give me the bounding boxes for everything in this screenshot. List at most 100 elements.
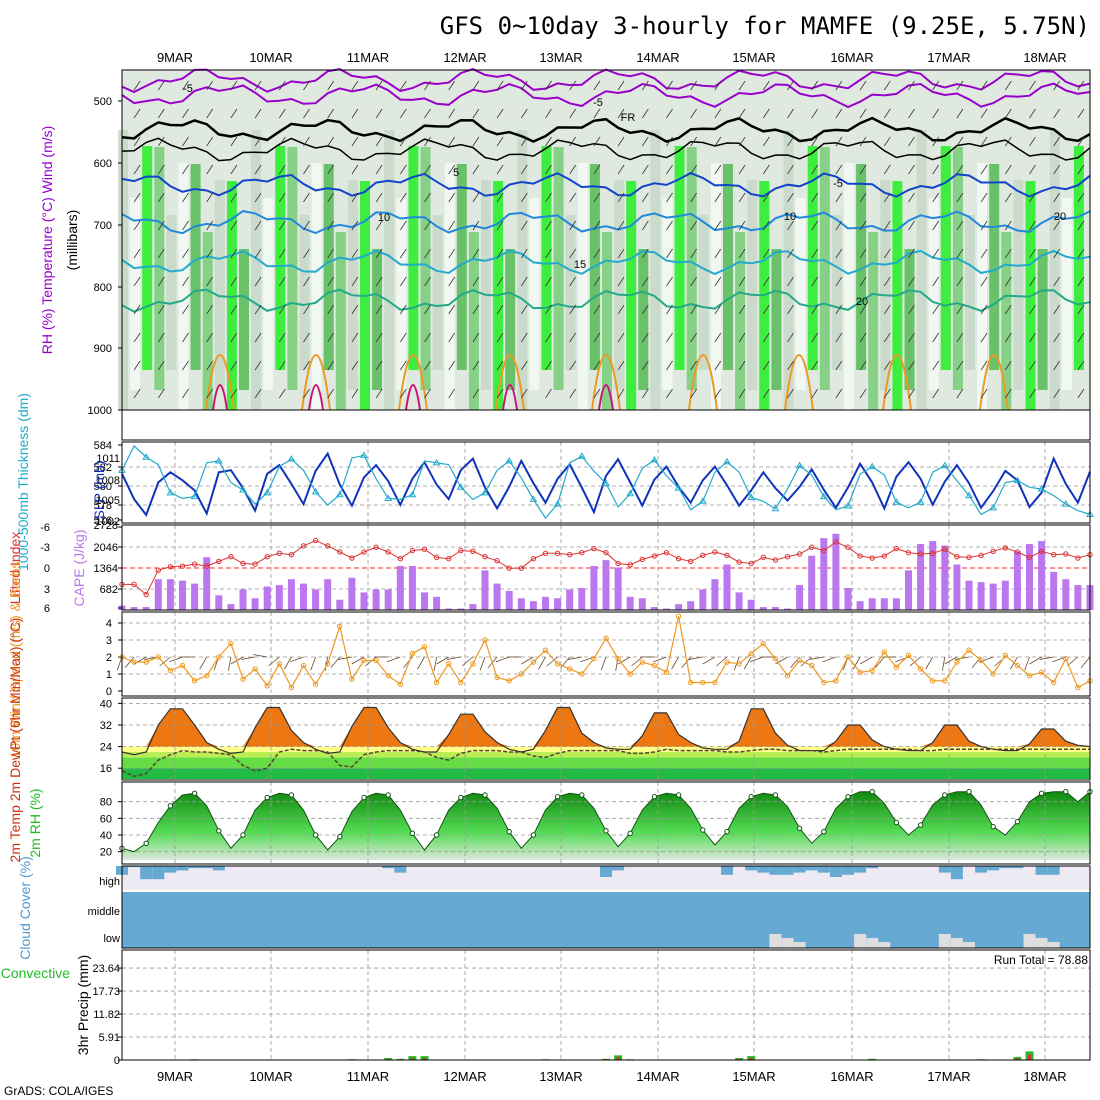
cloud-high-bar	[987, 866, 1000, 871]
wind-barb	[666, 164, 673, 175]
rh-streak	[565, 215, 576, 370]
wind-point	[276, 661, 282, 667]
wind-point	[760, 640, 766, 647]
thickness-point	[360, 451, 368, 458]
wind-ylabel: 10m Wind Speed (m/s) & Barbs	[7, 562, 23, 759]
thickness-point	[819, 492, 828, 500]
wind-barb	[835, 164, 843, 175]
wind-barb	[448, 108, 456, 119]
rh-point	[796, 825, 803, 832]
precip-conv-bar	[616, 1056, 620, 1060]
cape-bar	[868, 598, 876, 610]
wind-barb	[738, 360, 746, 371]
wind-barb	[496, 136, 504, 147]
precip-tick-label: 23.64	[92, 963, 120, 975]
surface-isotherm	[784, 354, 814, 411]
li-point	[470, 548, 476, 554]
cloud-high-bar	[152, 866, 165, 880]
li-point	[942, 546, 948, 552]
li-point	[349, 555, 355, 561]
rh-streak	[710, 163, 721, 410]
wind-barb	[688, 656, 703, 660]
wind-barb	[351, 248, 359, 259]
wind-barb	[714, 80, 722, 91]
wind-barb	[690, 80, 698, 91]
wind-barb	[399, 136, 407, 147]
date-tick-label: 13MAR	[539, 1069, 582, 1084]
wind-barb	[787, 220, 794, 231]
rh-point	[409, 830, 416, 837]
wind-barb	[133, 276, 141, 287]
rh-streak	[408, 146, 419, 370]
thickness-point	[577, 452, 586, 459]
rh-streak	[178, 163, 189, 410]
precip-panel: 23.64 17.73 11.82 5.91 0 3hr Precip (mm) Total…	[0, 949, 1091, 1067]
cape-bar	[1026, 544, 1033, 610]
wind-barb	[375, 304, 383, 315]
wind-barb	[448, 136, 456, 147]
cloud-high-bar	[176, 866, 189, 871]
wind-barb	[811, 388, 819, 399]
wind-barb	[520, 332, 528, 343]
wind-barb	[738, 136, 746, 147]
wind-point	[821, 679, 827, 686]
wind-barb	[133, 80, 141, 91]
wind-barb	[351, 192, 359, 203]
rh-streak	[456, 164, 467, 370]
wind-point	[736, 661, 742, 667]
wind-barb	[908, 276, 915, 287]
cape-bar	[614, 567, 622, 610]
rh-point	[579, 792, 585, 798]
wind-barb	[424, 80, 431, 91]
wind-barb	[182, 248, 189, 259]
wind-barb	[980, 388, 988, 399]
wind-barb	[545, 136, 552, 147]
cape-bar	[820, 538, 828, 610]
wind-barb	[157, 192, 165, 203]
wind-barb	[883, 332, 891, 343]
wind-barb	[1004, 164, 1012, 175]
wind-barb	[641, 388, 649, 399]
wind-barb	[714, 276, 722, 287]
cape-bar	[590, 566, 598, 610]
wind-barb	[133, 136, 141, 147]
li-point	[869, 555, 875, 561]
wind-barb	[1029, 656, 1042, 665]
cloud-high-bar	[394, 866, 407, 873]
li-point	[216, 558, 222, 565]
rh-streak	[505, 249, 516, 390]
cape-bar	[166, 579, 174, 610]
thickness-point	[529, 495, 538, 502]
wind-point	[397, 681, 403, 687]
wind-barb	[351, 136, 359, 147]
wind-barb	[1004, 192, 1012, 203]
li-point	[494, 558, 500, 564]
contour-label: 5	[453, 167, 459, 179]
wind-barb	[424, 108, 431, 119]
profile-contour	[121, 82, 1091, 109]
rh-point	[191, 790, 198, 797]
cape-bar	[917, 544, 925, 610]
rh-point	[264, 794, 270, 801]
wind-barb	[206, 248, 214, 259]
rh-streak	[541, 146, 552, 370]
cape-bar	[275, 585, 283, 610]
li-point	[300, 543, 307, 549]
wind-barb	[690, 108, 698, 119]
wind-barb	[472, 304, 480, 315]
li-point	[337, 549, 343, 555]
wind-barb	[666, 108, 673, 119]
wind-barb	[303, 248, 310, 259]
wind-barb	[569, 276, 577, 287]
wind-barb	[716, 656, 728, 667]
thickness-point	[674, 484, 683, 491]
wind-barb	[1024, 656, 1030, 671]
wind-barb	[472, 136, 480, 147]
wind-tick-label: 2	[106, 652, 112, 664]
wind-barb	[496, 108, 504, 119]
wind-point	[579, 671, 585, 677]
cape-bar	[771, 607, 779, 610]
wind-barb	[1077, 108, 1085, 119]
wind-barb	[520, 304, 528, 315]
wind-barb	[738, 304, 746, 315]
